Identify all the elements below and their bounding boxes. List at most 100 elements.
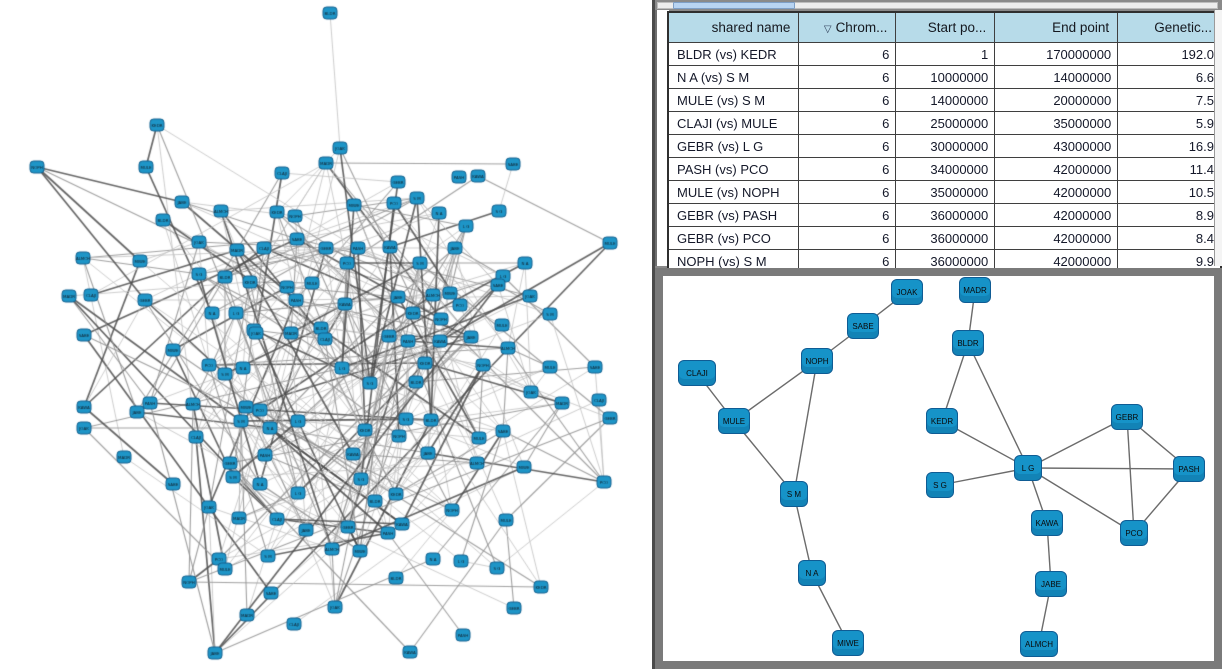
table-cell[interactable]: 14000000 [994, 65, 1119, 89]
network-node-kedr[interactable]: KEDR [926, 408, 958, 434]
table-cell[interactable]: 6 [798, 65, 897, 89]
table-cell[interactable]: 42000000 [994, 203, 1119, 227]
table-cell[interactable]: 35000000 [994, 111, 1119, 135]
table-row[interactable]: GEBR (vs) PASH 6 36000000 42000000 8.9 [667, 203, 1222, 227]
table-cell[interactable]: PASH (vs) PCO [667, 157, 800, 181]
sub-network-panel[interactable]: JOAK MADR SABE NOPH BLDR CLAJI MULE KEDR GEBR L G… [655, 268, 1222, 669]
network-node-kawa[interactable]: KAWA [1031, 510, 1063, 536]
table-cell[interactable]: CLAJI (vs) MULE [667, 111, 800, 135]
network-node-claji[interactable]: CLAJI [678, 360, 716, 386]
network-edge [1027, 416, 1128, 469]
table-cell[interactable]: 10.5 [1117, 180, 1222, 204]
attribute-table-wrap: shared name ▽ Chrom... Start po... End point… [667, 11, 1222, 274]
table-cell[interactable]: 6 [798, 42, 897, 66]
table-cell[interactable]: 7.5 [1117, 88, 1222, 112]
network-node-sabe[interactable]: SABE [847, 313, 879, 339]
column-header-0[interactable]: shared name [667, 11, 800, 43]
network-node-l-g[interactable]: L G [1014, 455, 1042, 481]
table-cell[interactable]: 36000000 [895, 226, 996, 250]
table-cell[interactable]: 6.6 [1117, 65, 1222, 89]
network-edge [793, 493, 813, 574]
table-cell[interactable]: 16.9 [1117, 134, 1222, 158]
column-header-3[interactable]: End point [994, 11, 1119, 43]
table-cell[interactable]: 1 [895, 42, 996, 66]
column-header-4[interactable]: Genetic... [1117, 11, 1222, 43]
main-network-canvas[interactable] [0, 0, 652, 669]
network-node-n-a[interactable]: N A [798, 560, 826, 586]
attribute-table-panel: shared name ▽ Chrom... Start po... End point… [655, 0, 1222, 274]
table-cell[interactable]: 8.4 [1117, 226, 1222, 250]
table-right-gutter [1214, 10, 1222, 266]
table-cell[interactable]: 8.9 [1117, 203, 1222, 227]
table-cell[interactable]: 192.0 [1117, 42, 1222, 66]
scrollbar-track[interactable] [657, 2, 1218, 9]
table-cell[interactable]: 25000000 [895, 111, 996, 135]
table-cell[interactable]: 5.9 [1117, 111, 1222, 135]
table-cell[interactable]: 42000000 [994, 180, 1119, 204]
table-cell[interactable]: MULE (vs) NOPH [667, 180, 800, 204]
filter-funnel-icon[interactable]: ▽ [823, 24, 832, 35]
network-node-mule[interactable]: MULE [718, 408, 750, 434]
sub-network-viewport[interactable]: JOAK MADR SABE NOPH BLDR CLAJI MULE KEDR GEBR L G… [663, 276, 1214, 661]
table-cell[interactable]: 6 [798, 203, 897, 227]
table-cell[interactable]: 6 [798, 180, 897, 204]
table-cell[interactable]: 42000000 [994, 226, 1119, 250]
network-node-pash[interactable]: PASH [1173, 456, 1205, 482]
table-cell[interactable]: N A (vs) S M [667, 65, 800, 89]
network-node-s-g[interactable]: S G [926, 472, 954, 498]
table-cell[interactable]: MULE (vs) S M [667, 88, 800, 112]
table-cell[interactable]: 6 [798, 111, 897, 135]
table-cell[interactable]: 6 [798, 226, 897, 250]
table-row[interactable]: MULE (vs) S M 6 14000000 20000000 7.5 [667, 88, 1222, 112]
table-cell[interactable]: 11.4 [1117, 157, 1222, 181]
network-edge [1126, 416, 1135, 534]
main-network-panel[interactable] [0, 0, 652, 669]
network-node-madr[interactable]: MADR [959, 277, 991, 303]
table-cell[interactable]: 170000000 [994, 42, 1119, 66]
sub-network-edges [696, 289, 1190, 645]
table-row[interactable]: PASH (vs) PCO 6 34000000 42000000 11.4 [667, 157, 1222, 181]
table-row[interactable]: BLDR (vs) KEDR 6 1 170000000 192.0 [667, 42, 1222, 66]
table-cell[interactable]: 35000000 [895, 180, 996, 204]
scrollbar-thumb[interactable] [673, 2, 795, 9]
table-row[interactable]: N A (vs) S M 6 10000000 14000000 6.6 [667, 65, 1222, 89]
table-cell[interactable]: 36000000 [895, 203, 996, 227]
table-cell[interactable]: 6 [798, 134, 897, 158]
table-cell[interactable]: 6 [798, 157, 897, 181]
network-node-pco[interactable]: PCO [1120, 520, 1148, 546]
table-row[interactable]: CLAJI (vs) MULE 6 25000000 35000000 5.9 [667, 111, 1222, 135]
table-cell[interactable]: GEBR (vs) L G [667, 134, 800, 158]
table-cell[interactable]: 20000000 [994, 88, 1119, 112]
network-node-jabe[interactable]: JABE [1035, 571, 1067, 597]
table-cell[interactable]: GEBR (vs) PASH [667, 203, 800, 227]
table-cell[interactable]: 34000000 [895, 157, 996, 181]
network-edge [939, 467, 1029, 486]
network-node-miwe[interactable]: MIWE [832, 630, 864, 656]
panel-divider[interactable] [652, 0, 655, 669]
column-header-1[interactable]: ▽ Chrom... [798, 11, 897, 43]
network-node-gebr[interactable]: GEBR [1111, 404, 1143, 430]
network-edge [793, 360, 818, 495]
table-cell[interactable]: 30000000 [895, 134, 996, 158]
network-node-joak[interactable]: JOAK [891, 279, 923, 305]
network-node-s-m[interactable]: S M [780, 481, 808, 507]
attribute-table: shared name ▽ Chrom... Start po... End point… [667, 11, 1222, 274]
network-node-noph[interactable]: NOPH [801, 348, 833, 374]
network-edge [967, 342, 1029, 469]
table-cell[interactable]: 14000000 [895, 88, 996, 112]
table-cell[interactable]: 42000000 [994, 157, 1119, 181]
table-row[interactable]: GEBR (vs) L G 6 30000000 43000000 16.9 [667, 134, 1222, 158]
network-node-bldr[interactable]: BLDR [952, 330, 984, 356]
column-header-2[interactable]: Start po... [895, 11, 996, 43]
table-cell[interactable]: 43000000 [994, 134, 1119, 158]
table-cell[interactable]: 10000000 [895, 65, 996, 89]
table-row[interactable]: GEBR (vs) PCO 6 36000000 42000000 8.4 [667, 226, 1222, 250]
horizontal-scrollbar[interactable] [655, 0, 1222, 10]
table-cell[interactable]: 6 [798, 88, 897, 112]
table-row[interactable]: MULE (vs) NOPH 6 35000000 42000000 10.5 [667, 180, 1222, 204]
table-left-gutter [655, 10, 669, 266]
network-node-almch[interactable]: ALMCH [1020, 631, 1058, 657]
table-cell[interactable]: GEBR (vs) PCO [667, 226, 800, 250]
table-cell[interactable]: BLDR (vs) KEDR [667, 42, 800, 66]
